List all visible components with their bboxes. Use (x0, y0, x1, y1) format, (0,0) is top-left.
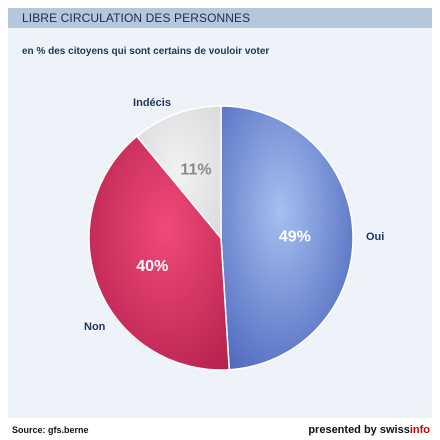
credit-prefix: presented by swiss (308, 424, 410, 436)
presented-by-credit: presented by swissinfo (308, 424, 430, 436)
slice-label-oui: Oui (366, 231, 384, 243)
slice-label-non: Non (84, 321, 106, 333)
credit-brand: info (409, 424, 430, 436)
slice-value-non: 40% (136, 258, 168, 275)
pie-slice-oui (220, 105, 354, 371)
slice-value-oui: 49% (279, 229, 311, 246)
pie-slice-indecis (135, 105, 222, 241)
pie-category-labels: Oui Non Indécis (84, 97, 384, 333)
source-note: Source: gfs.berne (12, 425, 89, 435)
chart-subtitle: en % des citoyens qui sont certains de v… (22, 46, 270, 57)
pie-percent-labels: 49% 40% 11% (136, 162, 311, 276)
pie-slices (88, 105, 354, 371)
pie-slice-non (88, 135, 231, 371)
chart-title: LIBRE CIRCULATION DES PERSONNES (22, 11, 251, 25)
slice-value-indecis: 11% (180, 162, 211, 179)
slice-label-indecis: Indécis (133, 97, 171, 109)
title-bar: LIBRE CIRCULATION DES PERSONNES (8, 8, 432, 28)
